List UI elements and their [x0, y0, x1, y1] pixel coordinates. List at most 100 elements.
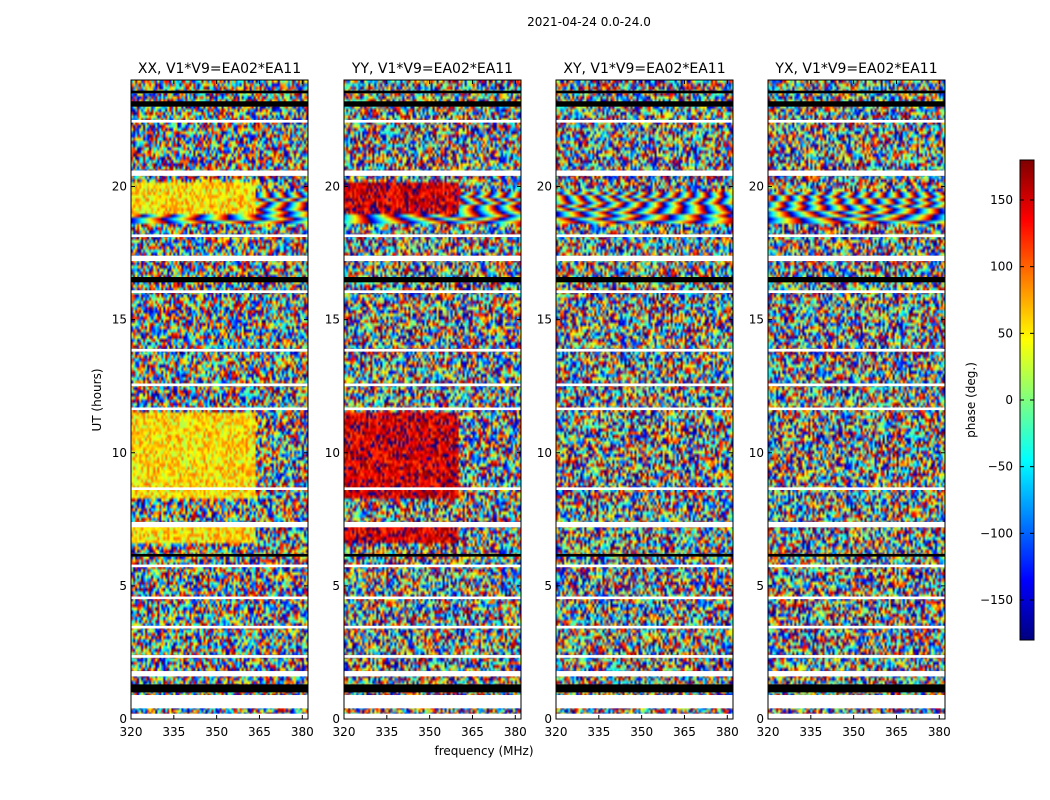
- flagged-band-white: [556, 695, 733, 709]
- flagged-band-white: [131, 407, 308, 411]
- flagged-band-white: [556, 348, 733, 352]
- flagged-band-white: [768, 671, 945, 677]
- panel-title: YY, V1*V9=EA02*EA11: [351, 61, 513, 77]
- panel-frame: [130, 79, 309, 720]
- flagged-band-black: [131, 684, 308, 693]
- x-tick-label: 335: [375, 725, 398, 739]
- x-tick-label: 335: [162, 725, 185, 739]
- flagged-band-white: [556, 625, 733, 629]
- flagged-band-black: [768, 277, 945, 283]
- y-tick-label: 10: [537, 446, 552, 460]
- x-tick-label: 320: [333, 725, 356, 739]
- flagged-band-white: [768, 713, 945, 719]
- flagged-band-white: [344, 383, 521, 387]
- flagged-band-white: [768, 383, 945, 387]
- flagged-band-white: [556, 564, 733, 568]
- flagged-band-white: [131, 655, 308, 658]
- flagged-band-white: [768, 290, 945, 293]
- y-tick-label: 15: [749, 313, 764, 327]
- flagged-band-white: [344, 625, 521, 629]
- flagged-band-white: [131, 564, 308, 568]
- flagged-band-white: [131, 255, 308, 262]
- panels-group: XX, V1*V9=EA02*EA11 320 335 350 365 380 0 5 10 15…: [112, 61, 951, 739]
- phase-heatmap: [768, 80, 945, 719]
- flagged-band-white: [344, 348, 521, 352]
- flagged-band-white: [131, 695, 308, 709]
- flagged-band-black: [556, 684, 733, 693]
- y-tick-label: 0: [756, 712, 764, 726]
- flagged-band-white: [344, 407, 521, 411]
- x-tick-label: 350: [630, 725, 653, 739]
- flagged-band-white: [131, 713, 308, 719]
- x-tick-label: 320: [545, 725, 568, 739]
- flagged-band-white: [131, 671, 308, 677]
- flagged-band-white: [344, 564, 521, 568]
- flagged-band-black: [556, 553, 733, 557]
- panel-1: YY, V1*V9=EA02*EA11 320 335 350 365 380 0 5 10 15…: [325, 61, 527, 739]
- x-tick-label: 365: [248, 725, 271, 739]
- flagged-band-black: [131, 553, 308, 557]
- colorbar-tick-label: 150: [990, 193, 1013, 207]
- y-tick-label: 5: [332, 579, 340, 593]
- panel-2: XY, V1*V9=EA02*EA11 320 335 350 365 380 0 5 10 15…: [537, 61, 739, 739]
- x-tick-label: 350: [418, 725, 441, 739]
- flagged-band-white: [131, 383, 308, 387]
- y-tick-label: 20: [325, 180, 340, 194]
- panel-frame: [555, 79, 734, 720]
- flagged-band-white: [556, 671, 733, 677]
- y-tick-label: 10: [112, 446, 127, 460]
- y-axis-label: UT (hours): [90, 368, 104, 431]
- flagged-band-black: [344, 684, 521, 693]
- flagged-band-white: [768, 596, 945, 600]
- panel-3: YX, V1*V9=EA02*EA11 320 335 350 365 380 0 5 10 15…: [749, 61, 951, 739]
- colorbar-tick-label: 100: [990, 260, 1013, 274]
- x-tick-label: 365: [673, 725, 696, 739]
- flagged-band-white: [131, 521, 308, 528]
- colorbar-tick-label: −100: [980, 526, 1013, 540]
- flagged-band-white: [768, 348, 945, 352]
- flagged-band-black: [768, 553, 945, 557]
- flagged-band-white: [768, 234, 945, 238]
- x-tick-label: 365: [885, 725, 908, 739]
- flagged-band-white: [131, 487, 308, 491]
- flagged-band-white: [768, 487, 945, 491]
- flagged-band-white: [768, 625, 945, 629]
- x-tick-label: 320: [757, 725, 780, 739]
- flagged-band-white: [556, 290, 733, 293]
- flagged-band-white: [556, 234, 733, 238]
- flagged-band-white: [768, 695, 945, 709]
- y-tick-label: 5: [119, 579, 127, 593]
- y-tick-label: 15: [537, 313, 552, 327]
- x-tick-label: 335: [587, 725, 610, 739]
- flagged-band-white: [556, 596, 733, 600]
- flagged-band-black: [556, 277, 733, 283]
- panel-title: XX, V1*V9=EA02*EA11: [138, 61, 301, 77]
- x-tick-label: 380: [716, 725, 739, 739]
- phase-heatmap: [131, 80, 308, 719]
- flagged-band-white: [768, 119, 945, 123]
- flagged-band-white: [768, 564, 945, 568]
- flagged-band-white: [344, 695, 521, 709]
- y-tick-label: 15: [325, 313, 340, 327]
- y-tick-label: 5: [756, 579, 764, 593]
- colorbar: 150 100 50 0 −50 −100 −150 phase (deg.): [964, 159, 1035, 641]
- flagged-band-white: [131, 170, 308, 176]
- flagged-band-white: [344, 596, 521, 600]
- flagged-band-white: [131, 625, 308, 629]
- flagged-band-white: [556, 383, 733, 387]
- x-tick-label: 380: [504, 725, 527, 739]
- y-tick-label: 0: [544, 712, 552, 726]
- x-tick-label: 320: [120, 725, 143, 739]
- flagged-band-white: [556, 119, 733, 123]
- flagged-band-black: [556, 90, 733, 94]
- flagged-band-white: [344, 170, 521, 176]
- flagged-band-white: [768, 655, 945, 658]
- flagged-band-black: [131, 277, 308, 283]
- x-tick-label: 335: [799, 725, 822, 739]
- flagged-band-white: [344, 290, 521, 293]
- flagged-band-white: [556, 655, 733, 658]
- flagged-band-black: [768, 101, 945, 107]
- flagged-band-white: [768, 255, 945, 262]
- flagged-band-white: [556, 713, 733, 719]
- flagged-band-black: [556, 101, 733, 107]
